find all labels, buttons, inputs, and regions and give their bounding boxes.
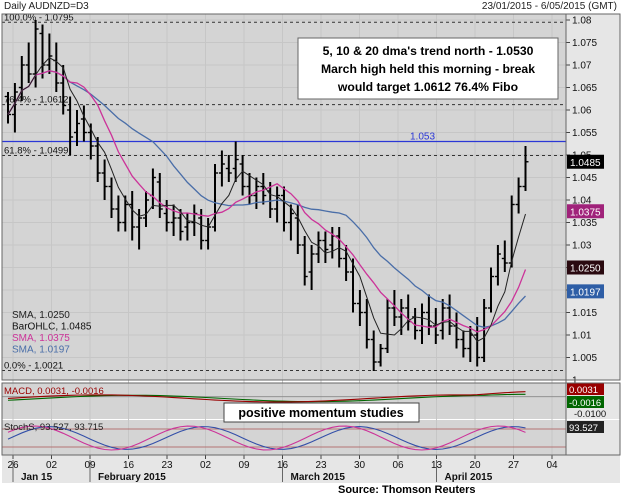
y-tick-label: 1.045 — [572, 173, 597, 184]
price-badge — [567, 260, 604, 275]
y-tick-label: 1.075 — [572, 38, 597, 49]
source-label: Source: Thomson Reuters — [338, 484, 476, 496]
x-tick-label: 23 — [315, 460, 327, 471]
month-label: Jan 15 — [21, 472, 53, 483]
x-tick-label: 06 — [392, 460, 404, 471]
month-label: February 2015 — [98, 472, 166, 483]
annotation-line: would target 1.0612 76.4% Fibo — [337, 80, 518, 94]
indicator-border — [1, 382, 621, 456]
month-label: April 2015 — [445, 472, 493, 483]
macd-signal-badge-label: -0.0016 — [569, 398, 601, 409]
fib-label: 100.0% - 1.0795 — [4, 12, 74, 23]
macd-badge-label: 0.0031 — [569, 385, 598, 396]
y-tick-label: 1.055 — [572, 128, 597, 139]
annotation-line: 5, 10 & 20 dma's trend north - 1.0530 — [323, 44, 534, 58]
price-badge-label: 1.0250 — [570, 264, 601, 275]
stoch-k-line — [7, 425, 526, 451]
price-badge — [567, 154, 604, 169]
chart-title: Daily AUDNZD=D3 — [4, 1, 89, 12]
x-tick-label: 09 — [238, 460, 250, 471]
price-panel-border — [1, 13, 621, 381]
x-tick-label: 02 — [200, 460, 212, 471]
stoch-d-line — [7, 426, 526, 450]
month-label: March 2015 — [291, 472, 346, 483]
macd-tick-label: -0.0100 — [574, 409, 606, 420]
price-badge — [567, 284, 604, 299]
macd-line — [7, 391, 526, 403]
legend-entry: SMA, 1.0197 — [12, 345, 70, 356]
y-tick-label: 1 — [572, 376, 578, 387]
x-tick-label: 20 — [469, 460, 481, 471]
y-tick-label: 1.06 — [572, 106, 592, 117]
macd-signal-badge — [567, 396, 604, 408]
macd-signal-line — [7, 393, 526, 403]
x-tick-label: 27 — [508, 460, 520, 471]
price-badge-label: 1.0375 — [570, 207, 601, 218]
fib-label: 0.0% - 1.0021 — [4, 361, 63, 372]
x-axis-band — [2, 455, 620, 483]
y-tick-label: 1.08 — [572, 16, 592, 27]
x-tick-label: 16 — [123, 460, 135, 471]
legend-entry: SMA, 1.0375 — [12, 333, 70, 344]
price-badge-label: 1.0197 — [570, 287, 601, 298]
resistance-label: 1.053 — [410, 132, 435, 143]
legend-entry: BarOHLC, 1.0485 — [12, 322, 92, 333]
x-tick-label: 23 — [161, 460, 173, 471]
price-badge — [567, 204, 604, 219]
price-axis — [566, 14, 620, 380]
y-tick-label: 1.01 — [572, 331, 592, 342]
price-badge-label: 1.0485 — [570, 158, 601, 169]
y-tick-label: 1.04 — [572, 196, 592, 207]
x-tick-label: 30 — [354, 460, 366, 471]
annotation-box — [297, 37, 559, 100]
sma20-line — [7, 70, 526, 328]
y-tick-label: 1.035 — [572, 218, 597, 229]
momentum-box — [223, 402, 420, 423]
y-tick-label: 1.005 — [572, 353, 597, 364]
sma5-line — [7, 57, 526, 342]
stoch-legend: StochS, 93.527, 93.715 — [4, 422, 103, 433]
y-tick-label: 1.03 — [572, 241, 592, 252]
annotation-line: March high held this morning - break — [321, 62, 535, 76]
legend-entry: SMA, 1.0250 — [12, 310, 70, 321]
y-tick-label: 1.065 — [572, 83, 597, 94]
stoch-badge — [567, 421, 604, 433]
x-tick-label: 02 — [46, 460, 58, 471]
fib-label: 76.4% - 1.0612 — [4, 95, 68, 106]
fib-label: 61.8% - 1.0499 — [4, 145, 68, 156]
x-tick-label: 04 — [546, 460, 558, 471]
y-tick-label: 1.015 — [572, 308, 597, 319]
date-range: 23/01/2015 - 6/05/2015 (GMT) — [481, 1, 617, 12]
macd-badge — [567, 383, 604, 395]
macd-legend: MACD, 0.0031, -0.0016 — [4, 386, 104, 397]
momentum-label: positive momentum studies — [238, 406, 403, 420]
y-tick-label: 1.07 — [572, 61, 592, 72]
stoch-badge-label: 93.527 — [569, 423, 598, 434]
